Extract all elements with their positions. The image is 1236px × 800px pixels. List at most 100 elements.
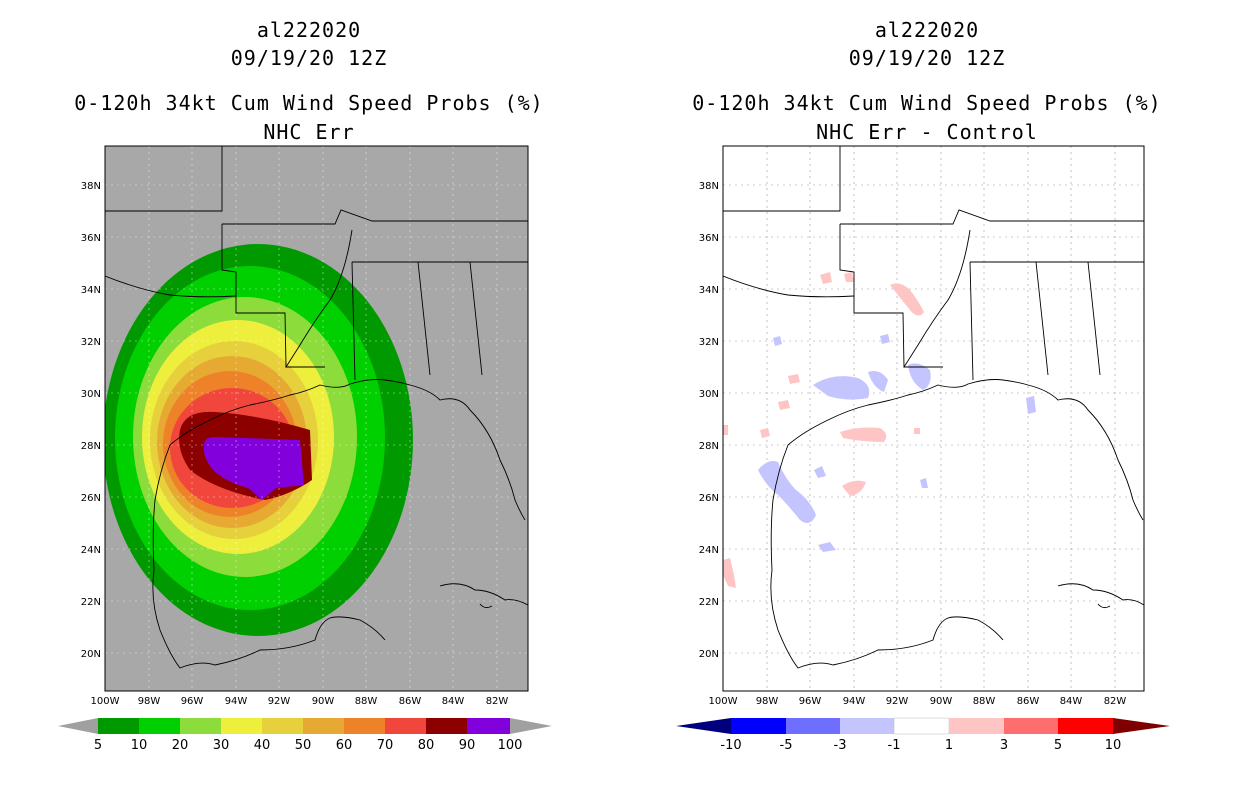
positive-diff-area	[723, 558, 736, 588]
lon-label: 82W	[486, 696, 509, 705]
negative-diff-area	[880, 334, 890, 344]
colorbar-swatch	[840, 718, 894, 734]
positive-diff-area	[760, 428, 770, 438]
lon-label: 88W	[355, 696, 378, 705]
negative-diff-area	[758, 461, 816, 524]
positive-diff-area	[820, 272, 832, 284]
lat-label: 30N	[699, 389, 719, 400]
lon-label: 96W	[799, 696, 822, 705]
colorbar-swatch	[180, 718, 221, 734]
lat-label: 24N	[81, 545, 101, 556]
lon-label: 100W	[91, 696, 120, 705]
lat-lon-grid	[723, 146, 1144, 691]
colorbar-swatch	[1058, 718, 1113, 734]
colorbar-label: 3	[1000, 738, 1008, 753]
datetime-title: 09/19/20 12Z	[230, 46, 388, 70]
lat-label: 36N	[699, 233, 719, 244]
lon-label: 86W	[399, 696, 422, 705]
colorbar-label: -10	[720, 738, 741, 753]
lat-label: 22N	[699, 597, 719, 608]
lon-tick-labels: 100W 98W 96W 94W 92W 90W 88W 86W 84W 82W	[91, 696, 509, 705]
difference-colorbar: -10 -5 -3 -1 1 3 5 10	[676, 717, 1170, 753]
lat-label: 32N	[81, 337, 101, 348]
lat-label: 26N	[81, 493, 101, 504]
negative-diff-area	[814, 466, 826, 478]
product-title: 0-120h 34kt Cum Wind Speed Probs (%)	[74, 91, 544, 115]
negative-diff-area	[813, 376, 870, 400]
lon-label: 90W	[930, 696, 953, 705]
colorbar-label: 30	[213, 738, 230, 753]
lon-label: 82W	[1104, 696, 1127, 705]
colorbar-swatch	[1004, 718, 1058, 734]
positive-diff-area	[778, 400, 790, 410]
colorbar-high-triangle	[1113, 718, 1170, 734]
colorbar-label: 1	[945, 738, 953, 753]
lon-label: 92W	[886, 696, 909, 705]
lon-label: 88W	[973, 696, 996, 705]
lat-label: 24N	[699, 545, 719, 556]
colorbar-swatch	[303, 718, 344, 734]
colorbar-swatch	[467, 718, 510, 734]
colorbar-label: 60	[336, 738, 353, 753]
lon-label: 92W	[268, 696, 291, 705]
colorbar-labels: -10 -5 -3 -1 1 3 5 10	[720, 738, 1121, 753]
colorbar-label: 100	[498, 738, 523, 753]
lon-label: 98W	[756, 696, 779, 705]
colorbar-label: -1	[888, 738, 901, 753]
colorbar-label: 70	[377, 738, 394, 753]
colorbar-swatch	[426, 718, 467, 734]
positive-diff-area	[842, 480, 866, 496]
lat-label: 26N	[699, 493, 719, 504]
colorbar-label: 5	[1054, 738, 1062, 753]
lat-label: 22N	[81, 597, 101, 608]
colorbar-labels: 5 10 20 30 40 50 60 70 80 90 100	[94, 738, 523, 753]
lat-label: 28N	[699, 441, 719, 452]
colorbar-swatch	[98, 718, 139, 734]
lat-tick-labels: 38N 36N 34N 32N 30N 28N 26N 24N 22N 20N	[699, 181, 719, 660]
negative-diff-area	[868, 371, 888, 392]
colorbar-swatch	[344, 718, 385, 734]
colorbar-label: 80	[418, 738, 435, 753]
lon-label: 84W	[442, 696, 465, 705]
colorbar-high-triangle	[510, 718, 552, 734]
colorbar-label: 10	[131, 738, 148, 753]
map-frame	[104, 145, 529, 692]
colorbar-label: 10	[1105, 738, 1122, 753]
lon-label: 100W	[709, 696, 738, 705]
colorbar-low-triangle	[58, 718, 98, 734]
colorbar-label: 40	[254, 738, 271, 753]
coastlines-borders	[723, 146, 1144, 669]
lat-label: 36N	[81, 233, 101, 244]
map-frame	[722, 145, 1145, 692]
probability-colorbar: 5 10 20 30 40 50 60 70 80 90 100	[58, 718, 552, 753]
panel-subtitle: NHC Err	[263, 120, 355, 144]
lat-label: 34N	[699, 285, 719, 296]
lat-label: 28N	[81, 441, 101, 452]
lat-label: 38N	[699, 181, 719, 192]
positive-diff-area	[844, 272, 854, 282]
positive-diff-area	[914, 428, 920, 434]
colorbar-swatch	[385, 718, 426, 734]
lat-label: 20N	[81, 649, 101, 660]
lon-label: 90W	[312, 696, 335, 705]
colorbar-swatch	[731, 718, 786, 734]
lat-label: 32N	[699, 337, 719, 348]
negative-diff-area	[818, 542, 836, 552]
colorbar-label: 90	[459, 738, 476, 753]
lat-label: 20N	[699, 649, 719, 660]
negative-diff-area	[1026, 396, 1036, 414]
product-title: 0-120h 34kt Cum Wind Speed Probs (%)	[692, 91, 1162, 115]
positive-diff-area	[788, 374, 800, 384]
difference-map: 38N 36N 34N 32N 30N 28N 26N 24N 22N 20N …	[699, 145, 1145, 705]
colorbar-label: -5	[780, 738, 793, 753]
lat-tick-labels: 38N 36N 34N 32N 30N 28N 26N 24N 22N 20N	[81, 181, 101, 660]
probability-map: 38N 36N 34N 32N 30N 28N 26N 24N 22N 20N …	[81, 145, 529, 705]
coastlines-borders	[105, 146, 528, 669]
right-panel: al222020 09/19/20 12Z 0-120h 34kt Cum Wi…	[618, 0, 1236, 800]
lon-label: 86W	[1017, 696, 1040, 705]
storm-id-title: al222020	[874, 18, 980, 42]
lon-label: 96W	[181, 696, 204, 705]
colorbar-swatch	[262, 718, 303, 734]
colorbar-label: 5	[94, 738, 102, 753]
lon-label: 98W	[138, 696, 161, 705]
